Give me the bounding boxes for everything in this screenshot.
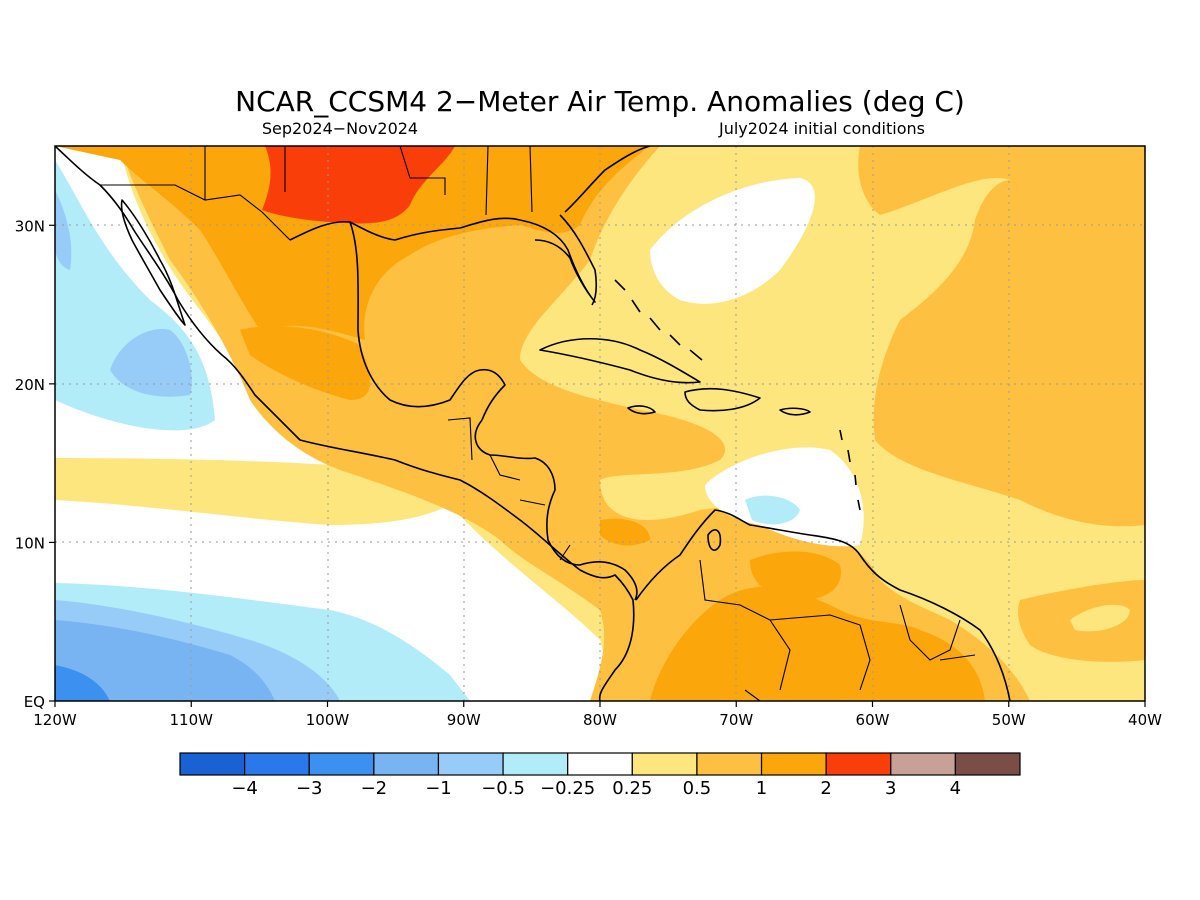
colorbar-swatch <box>954 752 1021 776</box>
colorbar-swatch <box>308 752 375 776</box>
anomaly-mild-warm-atlantic <box>858 146 1145 527</box>
colorbar-swatch <box>760 752 827 776</box>
colorbar-label: 0.25 <box>612 778 652 799</box>
colorbar-swatch <box>890 752 956 776</box>
lat-tick-label: 30N <box>15 217 45 235</box>
colorbar-label: 0.5 <box>683 778 712 799</box>
colorbar-label: 2 <box>820 778 831 799</box>
colorbar: −4 −3 −2 −1 −0.5 −0.25 0.25 0.5 1 2 3 4 <box>179 752 1021 799</box>
lon-tick-label: 90W <box>447 711 481 729</box>
colorbar-label: 1 <box>756 778 767 799</box>
colorbar-swatch <box>696 752 763 776</box>
anomaly-cool-baja-patch <box>110 329 192 397</box>
lon-tick-label: 100W <box>306 711 350 729</box>
colorbar-swatch <box>825 752 892 776</box>
graticule <box>55 146 1145 701</box>
anomaly-cooler-band <box>55 620 275 701</box>
map-title: NCAR_CCSM4 2−Meter Air Temp. Anomalies (… <box>235 85 965 118</box>
subtitle-period: Sep2024−Nov2024 <box>262 119 418 138</box>
lon-tick-label: 70W <box>719 711 753 729</box>
anomaly-warm-south-america <box>650 586 985 701</box>
colorbar-label: −2 <box>361 778 388 799</box>
lat-tick-label: EQ <box>24 693 45 711</box>
colorbar-label: −4 <box>231 778 258 799</box>
colorbar-swatch <box>502 752 569 776</box>
lat-tick-label: 20N <box>15 376 45 394</box>
colorbar-label: 4 <box>950 778 961 799</box>
lon-tick-label: 120W <box>33 711 77 729</box>
colorbar-label: −3 <box>296 778 323 799</box>
lon-tick-label: 80W <box>583 711 617 729</box>
colorbar-swatch <box>437 752 504 776</box>
longitude-axis: 120W 110W 100W 90W 80W 70W 60W 50W 40W <box>33 701 1162 729</box>
anomaly-neutral-caribbean <box>705 447 864 547</box>
colorbar-label: −1 <box>425 778 452 799</box>
lon-tick-label: 110W <box>170 711 214 729</box>
anomaly-warm-venezuela-patch <box>750 551 841 600</box>
colorbar-swatch <box>244 752 310 776</box>
colorbar-label: −0.25 <box>540 778 595 799</box>
subtitle-initial-conditions: July2024 initial conditions <box>718 119 925 138</box>
lat-tick-label: 10N <box>15 534 45 552</box>
anomaly-very-warm-texas <box>262 146 455 224</box>
anomaly-neutral-atlantic <box>650 178 815 304</box>
map-panel <box>55 146 1145 701</box>
anomaly-slight-warm-east-patch <box>1070 604 1130 632</box>
anomaly-warm-north <box>55 146 650 340</box>
anomaly-cold-corner <box>55 665 110 701</box>
anomaly-warm-coastal-patch <box>600 518 650 546</box>
colorbar-swatch <box>373 752 440 776</box>
lon-tick-label: 60W <box>856 711 890 729</box>
coastlines <box>55 146 1011 701</box>
colorbar-swatch <box>631 752 698 776</box>
colorbar-label: 3 <box>885 778 896 799</box>
colorbar-label: −0.5 <box>481 778 525 799</box>
anomaly-slight-cool-caribbean <box>745 495 800 525</box>
lon-tick-label: 40W <box>1128 711 1162 729</box>
colorbar-swatch <box>179 752 246 776</box>
latitude-axis: EQ 10N 20N 30N <box>15 217 55 711</box>
anomaly-cool-coastal-patch <box>55 190 72 270</box>
anomaly-warm-mexico <box>240 325 370 400</box>
lon-tick-label: 50W <box>992 711 1026 729</box>
political-borders <box>100 146 976 701</box>
colorbar-swatch <box>567 752 633 776</box>
